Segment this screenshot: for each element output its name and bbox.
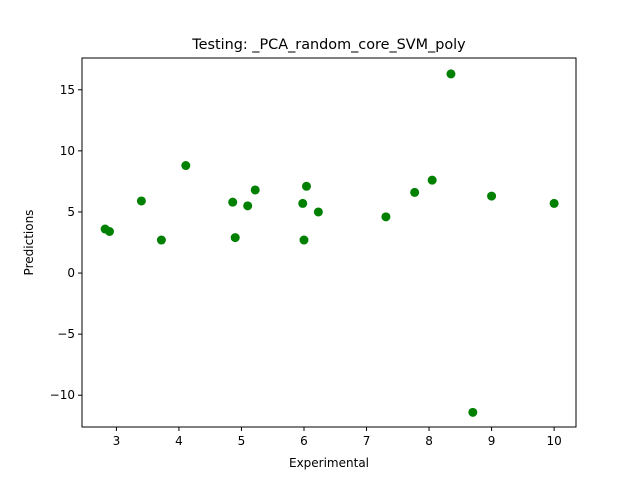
data-point [313,207,323,217]
data-point [243,201,253,211]
data-point [156,235,166,245]
data-point [228,197,238,207]
x-tick-label: 3 [113,434,121,448]
data-point [250,185,260,195]
data-point [549,198,559,208]
x-tick-label: 8 [425,434,433,448]
y-tick-label: 0 [67,266,75,280]
x-tick-label: 7 [363,434,371,448]
chart-title: Testing: _PCA_random_core_SVM_poly [191,37,466,53]
plot-area-frame [81,57,577,428]
x-tick-label: 10 [546,434,561,448]
y-axis-ticks: −10 −5 0 5 10 15 [50,83,82,402]
data-point [105,227,115,237]
x-axis-label: Experimental [289,456,369,470]
y-axis-label: Predictions [22,210,36,276]
data-points [100,69,559,417]
y-tick-label: 5 [67,205,75,219]
x-tick-label: 4 [175,434,183,448]
y-tick-label: −5 [57,327,75,341]
x-tick-label: 9 [488,434,496,448]
data-point [381,212,391,222]
data-point [446,69,456,79]
data-point [301,181,311,191]
data-point [298,198,308,208]
y-tick-label: −10 [50,388,75,402]
x-tick-label: 6 [300,434,308,448]
data-point [181,161,191,171]
y-tick-label: 15 [60,83,75,97]
y-tick-label: 10 [60,144,75,158]
data-point [230,233,240,243]
x-axis-ticks: 3 4 5 6 7 8 9 10 [113,427,562,448]
data-point [468,407,478,417]
data-point [487,191,497,201]
x-tick-label: 5 [238,434,246,448]
data-point [299,235,309,245]
data-point [410,187,420,197]
data-point [136,196,146,206]
data-point [427,175,437,185]
